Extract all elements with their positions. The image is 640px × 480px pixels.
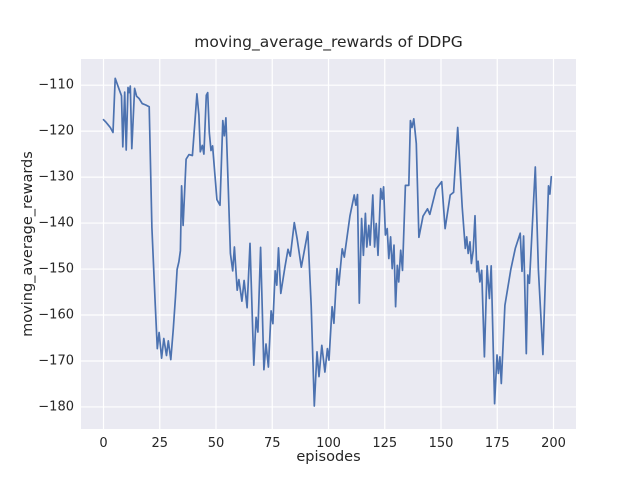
chart-title: moving_average_rewards of DDPG — [194, 33, 463, 51]
x-tick-label: 200 — [541, 436, 566, 451]
y-tick-label: −140 — [38, 215, 74, 231]
reward-line — [102, 77, 553, 407]
x-tick-label: 25 — [151, 436, 169, 451]
y-tick-label: −120 — [38, 123, 74, 139]
x-tick-label: 75 — [263, 436, 281, 451]
y-tick-label: −130 — [38, 169, 74, 185]
y-tick-label: −150 — [38, 261, 74, 277]
y-tick-label: −160 — [38, 307, 74, 323]
y-axis-label-text: moving_average_rewards — [20, 151, 36, 337]
y-tick-label: −110 — [38, 77, 74, 93]
y-tick-label: −180 — [38, 399, 74, 415]
y-tick-label: −170 — [38, 353, 74, 369]
x-tick-label: 150 — [428, 436, 454, 451]
x-tick-label: 50 — [207, 436, 225, 451]
x-tick-label: 175 — [484, 436, 510, 451]
x-axis-label: episodes — [296, 449, 361, 465]
x-tick-label: 100 — [316, 436, 341, 451]
x-tick-label: 125 — [372, 436, 398, 451]
x-tick-label: 0 — [99, 436, 108, 451]
